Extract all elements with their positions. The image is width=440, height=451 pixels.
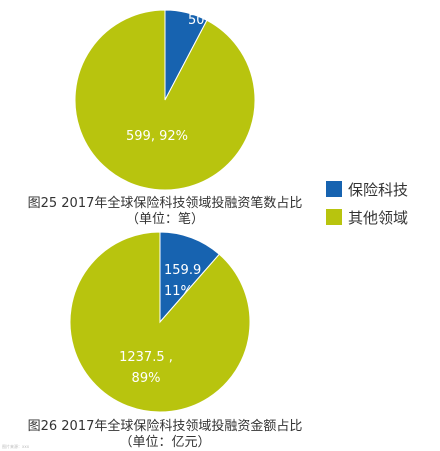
chart-2-unit: （单位：亿元） [119, 435, 211, 450]
pie-2-label-insurtech-line1: 159.9, [164, 263, 205, 278]
pie-chart-count: 50, 8% 599, 92% [74, 9, 256, 191]
watermark: 图片来源：xxx [2, 444, 30, 449]
pie-1-slice-other [74, 9, 256, 191]
pie-2-label-other-line1: 1237.5 , [119, 350, 173, 365]
pie-2-slice-other [69, 231, 251, 413]
chart-1-unit: （单位：笔） [125, 212, 204, 227]
pie-2-label-other-line2: 89% [132, 371, 161, 386]
legend-swatch-other [326, 209, 342, 225]
pie-1-label-insurtech: 50, 8% [188, 13, 233, 28]
legend-label-other: 其他领域 [348, 209, 409, 227]
chart-2-title: 图26 2017年全球保险科技领域投融资金额占比 [27, 419, 303, 434]
pie-1-label-other: 599, 92% [126, 129, 188, 144]
pie-2-slice-insurtech [159, 231, 220, 324]
legend-item-insurtech: 保险科技 [326, 180, 408, 200]
pie-chart-amount: 159.9,11%1237.5 ,89% [69, 231, 251, 413]
legend-item-other: 其他领域 [326, 208, 408, 228]
legend-swatch-insurtech [326, 181, 342, 197]
chart-1-title: 图25 2017年全球保险科技领域投融资笔数占比 [27, 196, 303, 211]
legend-label-insurtech: 保险科技 [348, 181, 409, 199]
